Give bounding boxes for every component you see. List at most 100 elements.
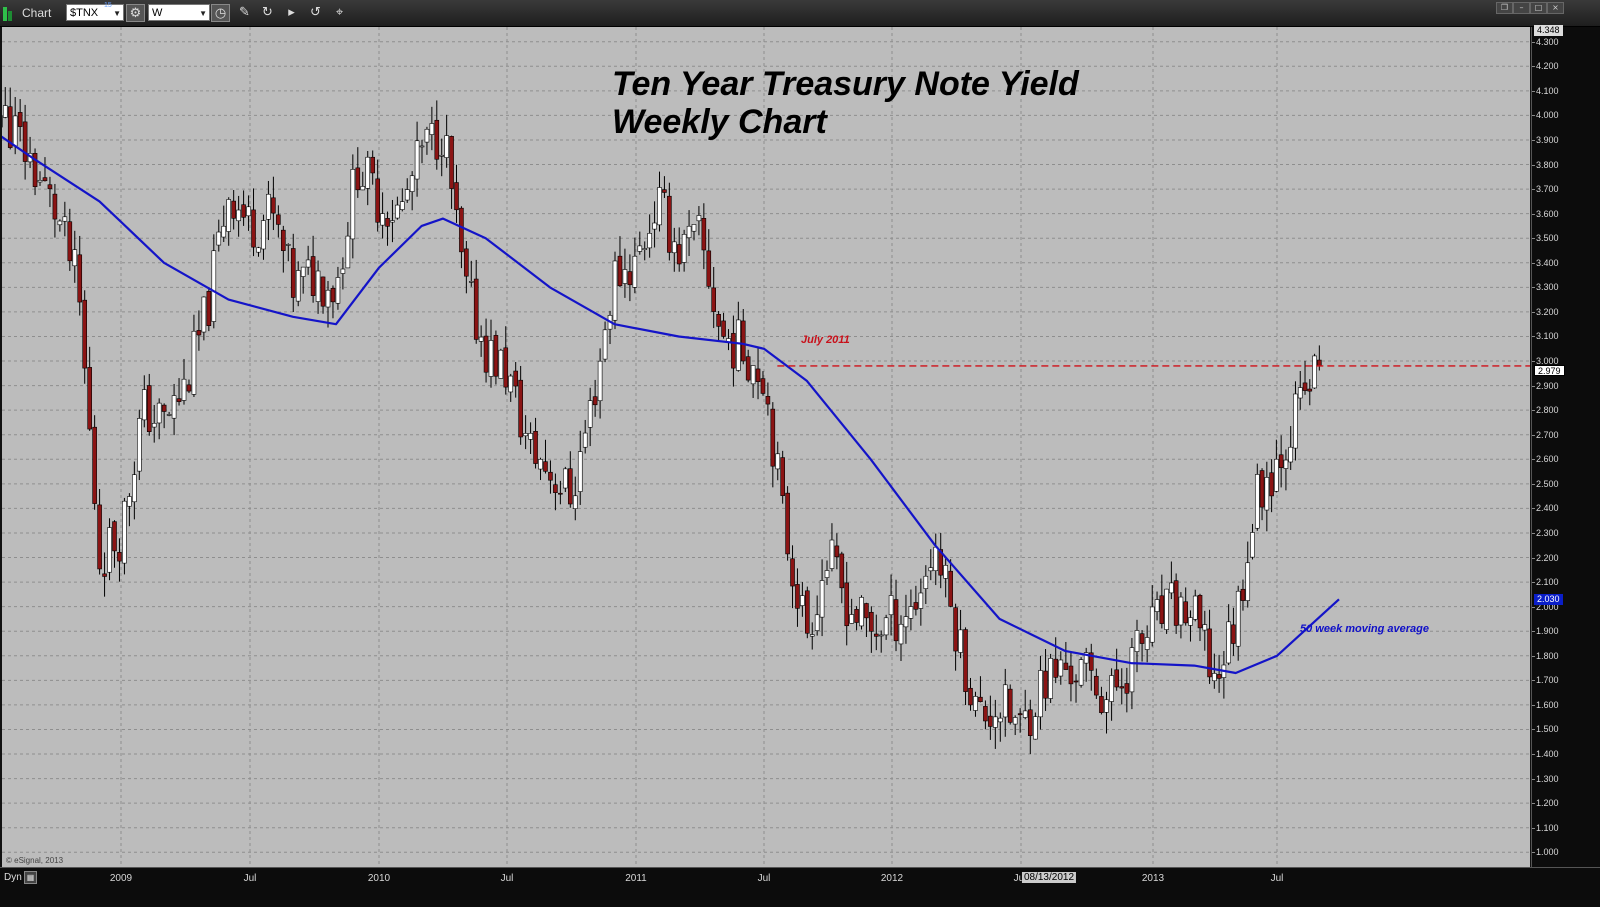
candle-up	[529, 433, 533, 439]
y-tick-label: 1.600	[1536, 700, 1559, 710]
candle-up	[430, 123, 434, 134]
y-tick-label: 1.800	[1536, 651, 1559, 661]
candle-down	[187, 385, 191, 391]
x-tick-label: Jul	[244, 873, 257, 884]
candle-down	[677, 244, 681, 263]
candle-down	[795, 584, 799, 608]
candle-down	[93, 427, 97, 503]
candle-up	[286, 244, 290, 245]
y-tick-label: 2.500	[1536, 479, 1559, 489]
candle-down	[978, 697, 982, 701]
candle-up	[479, 337, 483, 341]
candle-up	[973, 696, 977, 710]
interval-input[interactable]: W ▼	[148, 4, 210, 21]
candle-down	[553, 485, 557, 493]
y-tick-label: 1.000	[1536, 847, 1559, 857]
y-tick-label: 4.100	[1536, 86, 1559, 96]
candle-down	[1231, 625, 1235, 644]
candle-up	[810, 635, 814, 637]
chevron-down-icon[interactable]: ▼	[113, 5, 121, 22]
chart-app-icon	[3, 5, 17, 21]
candle-down	[786, 493, 790, 554]
plot-area[interactable]: Ten Year Treasury Note Yield Weekly Char…	[2, 27, 1530, 867]
candle-up	[1298, 388, 1302, 398]
candle-down	[88, 367, 92, 429]
clock-icon[interactable]: ◷	[211, 4, 230, 22]
x-tick-label: 2009	[110, 873, 132, 884]
candle-up	[167, 414, 171, 415]
pencil-icon[interactable]: ✎	[235, 4, 254, 22]
close-icon[interactable]: ×	[1547, 2, 1564, 14]
x-tick-label: Jul	[758, 873, 771, 884]
candle-up	[583, 433, 587, 447]
candle-up	[993, 717, 997, 728]
candle-down	[1140, 634, 1144, 644]
candle-up	[623, 269, 627, 283]
candle-down	[1260, 471, 1264, 508]
y-tick-label: 4.300	[1536, 37, 1559, 47]
candle-down	[534, 431, 538, 463]
candle-down	[835, 546, 839, 557]
candle-up	[172, 396, 176, 419]
annotation-july-2011: July 2011	[801, 334, 850, 346]
candle-up	[850, 615, 854, 624]
interval-icon[interactable]: ⚙	[126, 4, 145, 22]
candle-down	[281, 230, 285, 250]
candle-up	[132, 475, 136, 502]
candle-up	[1236, 591, 1240, 646]
candle-up	[603, 330, 607, 359]
candle-down	[746, 357, 750, 380]
price-chart[interactable]	[2, 27, 1530, 867]
candle-up	[998, 718, 1002, 722]
candle-up	[381, 214, 385, 226]
candle-down	[1308, 389, 1312, 391]
maximize-icon[interactable]: □	[1530, 2, 1547, 14]
play-icon[interactable]: ▸	[282, 4, 301, 22]
candle-up	[638, 246, 642, 252]
dyn-label[interactable]: Dyn	[4, 872, 22, 883]
candle-down	[1160, 596, 1164, 624]
candle-up	[1293, 394, 1297, 448]
candle-up	[692, 224, 696, 231]
y-tick-label: 2.300	[1536, 528, 1559, 538]
replay-icon[interactable]: ↺	[306, 4, 325, 22]
candle-up	[509, 376, 513, 392]
x-tick-label: Jul	[1271, 873, 1284, 884]
tag-icon[interactable]: ⌖	[330, 4, 349, 22]
candle-up	[415, 141, 419, 179]
refresh-icon[interactable]: ↻	[258, 4, 277, 22]
candle-down	[717, 314, 721, 326]
candle-down	[147, 386, 151, 432]
candle-up	[1246, 563, 1250, 601]
candle-down	[242, 205, 246, 218]
candle-down	[1044, 671, 1048, 698]
y-tick-label: 3.300	[1536, 282, 1559, 292]
y-tick-label: 3.500	[1536, 233, 1559, 243]
candle-down	[252, 210, 256, 247]
candle-up	[346, 236, 350, 268]
candle-down	[543, 462, 547, 472]
candle-down	[494, 335, 498, 376]
symbol-input[interactable]: $TNX ▼	[66, 4, 124, 21]
y-tick-label: 3.600	[1536, 209, 1559, 219]
minimize-icon[interactable]: –	[1513, 2, 1530, 14]
candle-down	[1115, 670, 1119, 687]
candle-up	[152, 423, 156, 427]
candle-up	[38, 180, 42, 182]
candle-down	[98, 505, 102, 569]
candle-up	[410, 176, 414, 192]
candle-up	[825, 570, 829, 577]
candle-up	[73, 250, 77, 266]
chevron-down-icon[interactable]: ▼	[199, 5, 207, 22]
candle-down	[331, 288, 335, 302]
restore-icon[interactable]: ❐	[1496, 2, 1513, 14]
dyn-toggle-icon[interactable]: ▦	[24, 871, 37, 884]
candle-up	[1265, 477, 1269, 510]
candle-up	[909, 607, 913, 619]
candle-up	[227, 199, 231, 231]
candle-up	[672, 242, 676, 253]
candle-up	[879, 635, 883, 636]
y-tick-label: 3.700	[1536, 184, 1559, 194]
